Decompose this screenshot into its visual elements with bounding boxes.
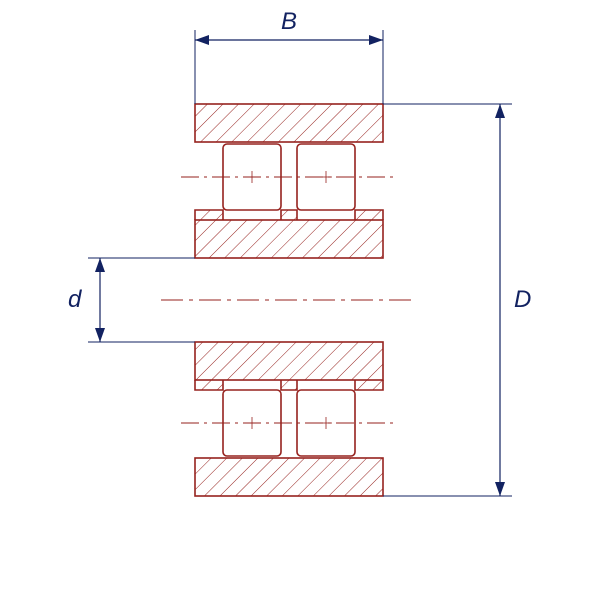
dimension-label-d: d <box>68 286 81 314</box>
dimension-label-D: D <box>514 286 531 314</box>
dimension-label-B: B <box>281 8 297 36</box>
bearing-cross-section-diagram <box>0 0 600 600</box>
